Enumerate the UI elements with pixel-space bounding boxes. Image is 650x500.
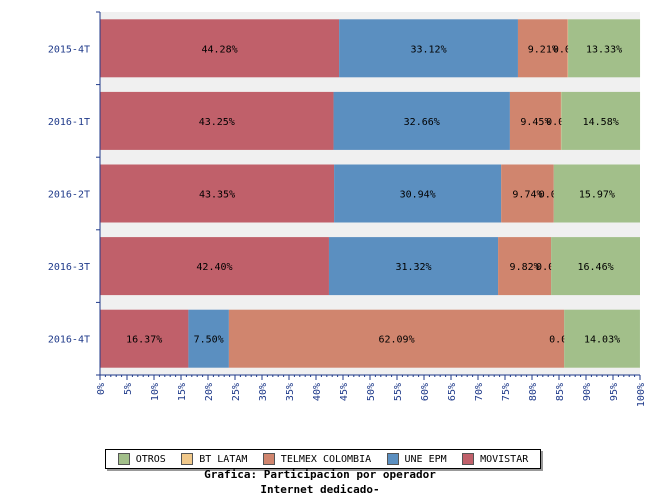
data-label: 62.09% bbox=[378, 335, 414, 346]
chart-caption: Grafica: Participacion por operador Inte… bbox=[0, 467, 640, 497]
bar-segment bbox=[561, 91, 641, 150]
data-label: 31.32% bbox=[395, 262, 431, 273]
legend-swatch bbox=[462, 453, 475, 465]
bar-segment bbox=[498, 237, 552, 296]
data-label: 44.28% bbox=[201, 44, 237, 55]
data-label: 13.33% bbox=[586, 44, 622, 55]
legend-swatch bbox=[262, 453, 275, 465]
x-tick-label: 55% bbox=[393, 383, 404, 401]
bar-segment bbox=[564, 309, 640, 368]
data-label: 7.50% bbox=[194, 335, 224, 346]
x-tick-label: 35% bbox=[285, 383, 296, 401]
bar-segment bbox=[333, 91, 510, 150]
chart-legend: OTROS BT LATAM TELMEX COLOMBIA UNE EPM MOVIS… bbox=[105, 449, 541, 469]
caption-line-2: Internet dedicado- bbox=[260, 483, 380, 496]
caption-line-1: Grafica: Participacion por operador bbox=[204, 468, 436, 481]
bar-segment bbox=[328, 237, 499, 296]
bar-segment bbox=[334, 164, 502, 223]
category-label: 2016-2T bbox=[48, 190, 90, 201]
bar-segment bbox=[509, 91, 561, 150]
data-label: 30.94% bbox=[400, 190, 436, 201]
data-label: 9.21% bbox=[528, 44, 558, 55]
x-tick-label: 40% bbox=[312, 383, 323, 401]
legend-item: UNE EPM bbox=[386, 453, 447, 465]
x-tick-label: 15% bbox=[177, 383, 188, 401]
data-label: 9.82% bbox=[510, 262, 540, 273]
x-tick-label: 60% bbox=[420, 383, 431, 401]
data-label: 33.12% bbox=[410, 44, 446, 55]
legend-item: OTROS bbox=[117, 453, 166, 465]
bar-segment bbox=[100, 309, 189, 368]
bar-segment bbox=[501, 164, 554, 223]
x-tick-label: 80% bbox=[528, 383, 539, 401]
legend-item: BT LATAM bbox=[181, 453, 247, 465]
data-label: 0.07% bbox=[553, 44, 583, 55]
x-tick-label: 5% bbox=[123, 383, 134, 395]
x-tick-label: 85% bbox=[555, 383, 566, 401]
data-label: 43.35% bbox=[199, 190, 235, 201]
x-tick-label: 25% bbox=[231, 383, 242, 401]
legend-label: TELMEX COLOMBIA bbox=[280, 453, 372, 465]
legend-item: MOVISTAR bbox=[462, 453, 528, 465]
bar-segment bbox=[228, 309, 565, 368]
data-label: 0.07% bbox=[546, 117, 576, 128]
bar-segment bbox=[553, 164, 640, 223]
bar-segment bbox=[100, 237, 329, 296]
category-label: 2015-4T bbox=[48, 44, 90, 55]
x-tick-label: 30% bbox=[258, 383, 269, 401]
x-tick-label: 0% bbox=[96, 383, 107, 395]
data-label: 42.40% bbox=[196, 262, 232, 273]
legend-item: TELMEX COLOMBIA bbox=[262, 453, 372, 465]
x-tick-label: 10% bbox=[150, 383, 161, 401]
data-label: 43.25% bbox=[199, 117, 235, 128]
x-tick-label: 100% bbox=[636, 383, 647, 407]
bar-segment bbox=[568, 19, 641, 78]
x-tick-label: 95% bbox=[609, 383, 620, 401]
x-tick-label: 70% bbox=[474, 383, 485, 401]
data-label: 15.97% bbox=[579, 190, 615, 201]
data-label: 14.03% bbox=[584, 335, 620, 346]
bar-segment bbox=[100, 91, 334, 150]
category-label: 2016-4T bbox=[48, 335, 90, 346]
legend-swatch bbox=[117, 453, 130, 465]
x-tick-label: 50% bbox=[366, 383, 377, 401]
legend-swatch bbox=[181, 453, 194, 465]
data-label: 9.45% bbox=[520, 117, 550, 128]
legend-label: UNE EPM bbox=[404, 453, 447, 465]
legend-label: BT LATAM bbox=[199, 453, 248, 465]
data-label: 9.74% bbox=[512, 190, 542, 201]
x-tick-label: 65% bbox=[447, 383, 458, 401]
x-tick-label: 45% bbox=[339, 383, 350, 401]
data-label: 14.58% bbox=[583, 117, 619, 128]
bar-segment bbox=[100, 19, 340, 78]
data-label: 32.66% bbox=[404, 117, 440, 128]
x-tick-label: 90% bbox=[582, 383, 593, 401]
category-label: 2016-1T bbox=[48, 117, 90, 128]
legend-label: OTROS bbox=[135, 453, 166, 465]
legend-label: MOVISTAR bbox=[480, 453, 529, 465]
x-tick-label: 75% bbox=[501, 383, 512, 401]
bar-segment bbox=[517, 19, 568, 78]
x-tick-label: 20% bbox=[204, 383, 215, 401]
data-label: 16.46% bbox=[577, 262, 613, 273]
stacked-bar-chart: 44.28% 33.12% 9.21%0.07% 13.33%2015-4T43.25… bbox=[48, 11, 647, 407]
bar-segment bbox=[551, 237, 640, 296]
category-label: 2016-3T bbox=[48, 262, 90, 273]
legend-swatch bbox=[386, 453, 399, 465]
data-label: 16.37% bbox=[126, 335, 162, 346]
bar-segment bbox=[100, 164, 335, 223]
bar-segment bbox=[339, 19, 518, 78]
bar-segment bbox=[188, 309, 229, 368]
